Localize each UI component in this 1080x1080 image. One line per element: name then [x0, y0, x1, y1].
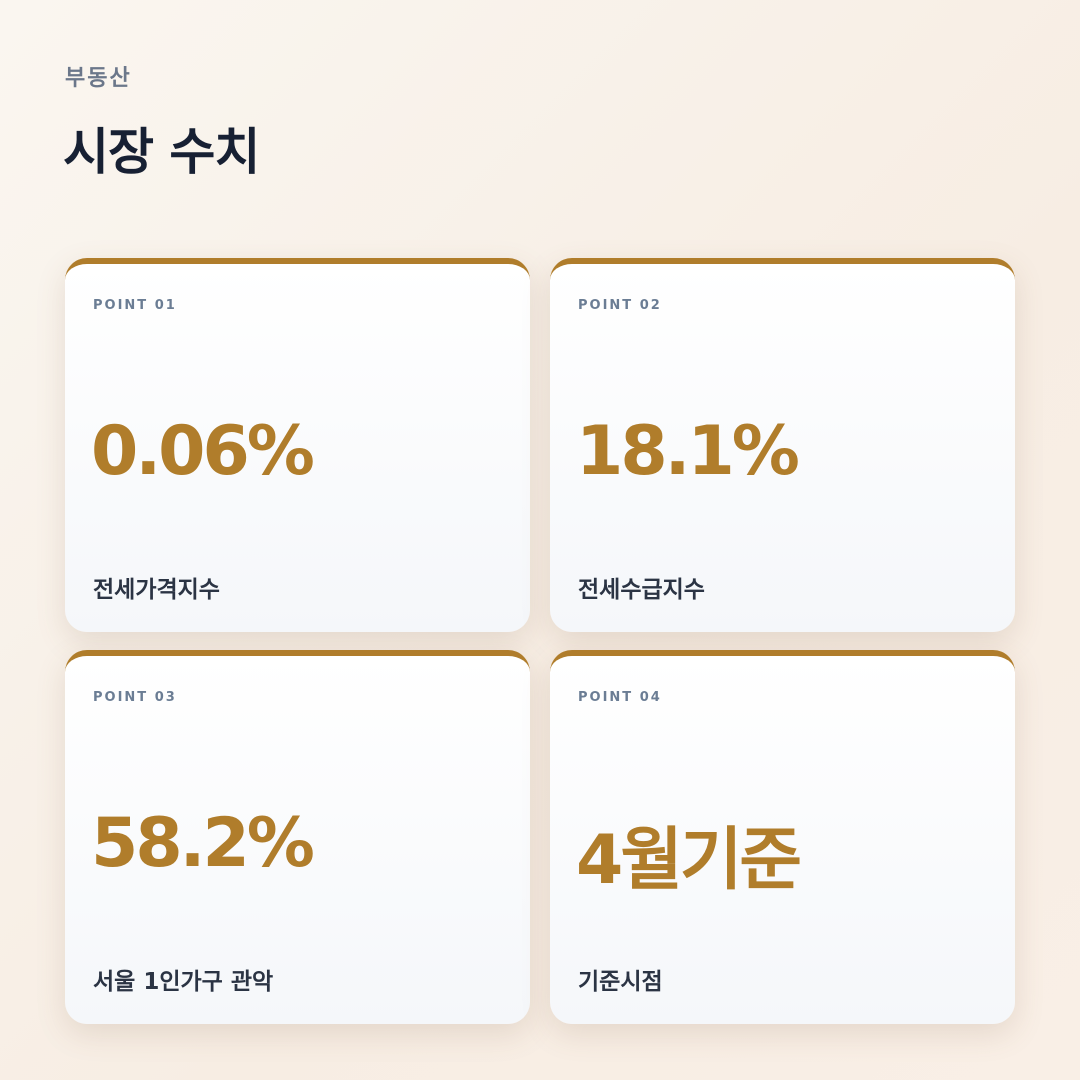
card-value: 58.2%: [91, 804, 315, 883]
card-value: 0.06%: [91, 412, 315, 491]
card-description: 서울 1인가구 관악: [93, 969, 274, 995]
card-value: 18.1%: [576, 412, 800, 491]
card-label: POINT 02: [578, 298, 662, 313]
category-label: 부동산: [65, 66, 132, 91]
card-description: 기준시점: [578, 969, 663, 995]
stat-card-3: POINT 03 58.2% 서울 1인가구 관악: [65, 650, 530, 1024]
stat-card-4: POINT 04 4월기준 기준시점: [550, 650, 1015, 1024]
stat-card-2: POINT 02 18.1% 전세수급지수: [550, 258, 1015, 632]
page-title: 시장 수치: [63, 123, 260, 181]
card-description: 전세가격지수: [93, 577, 220, 603]
stat-card-1: POINT 01 0.06% 전세가격지수: [65, 258, 530, 632]
card-description: 전세수급지수: [578, 577, 705, 603]
card-value: 4월기준: [576, 821, 802, 900]
card-label: POINT 03: [93, 690, 177, 705]
card-label: POINT 01: [93, 298, 177, 313]
card-label: POINT 04: [578, 690, 662, 705]
